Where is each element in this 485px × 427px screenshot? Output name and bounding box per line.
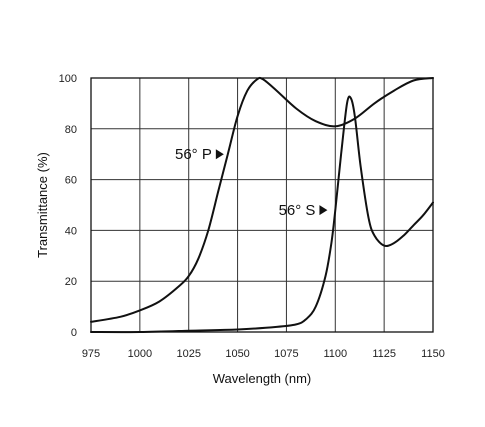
y-tick-label: 100 bbox=[59, 73, 77, 85]
x-tick-label: 1050 bbox=[225, 348, 249, 360]
x-tick-label: 975 bbox=[82, 348, 100, 360]
series-line-s bbox=[90, 95, 434, 334]
y-tick-label: 20 bbox=[65, 276, 77, 288]
y-tick-label: 0 bbox=[71, 327, 77, 339]
x-tick-label: 1100 bbox=[323, 348, 347, 360]
x-tick-label: 1000 bbox=[128, 348, 152, 360]
y-tick-label: 80 bbox=[65, 124, 77, 136]
annotation-arrow-icon bbox=[319, 205, 328, 216]
x-tick-label: 1125 bbox=[372, 348, 396, 360]
annotations: 56° P 56° S bbox=[175, 146, 328, 219]
annotation-arrow-icon bbox=[215, 149, 224, 160]
annotation-label: 56° S bbox=[279, 202, 316, 219]
x-axis-label: Wavelength (nm) bbox=[213, 371, 312, 386]
y-tick-label: 60 bbox=[65, 175, 77, 187]
x-tick-label: 1075 bbox=[274, 348, 298, 360]
x-tick-label: 1150 bbox=[421, 348, 445, 360]
series-lines bbox=[90, 76, 434, 334]
tick-labels: 975 1000 1025 1050 1075 1100 1125 1150 0 20 40 60 80… bbox=[59, 73, 445, 360]
grid bbox=[90, 77, 434, 333]
plot-frame bbox=[90, 77, 434, 333]
y-axis-label: Transmittance (%) bbox=[35, 152, 50, 258]
series-line-p bbox=[90, 76, 434, 323]
y-tick-label: 40 bbox=[65, 225, 77, 237]
annotation-label: 56° P bbox=[175, 146, 212, 163]
x-tick-label: 1025 bbox=[176, 348, 200, 360]
